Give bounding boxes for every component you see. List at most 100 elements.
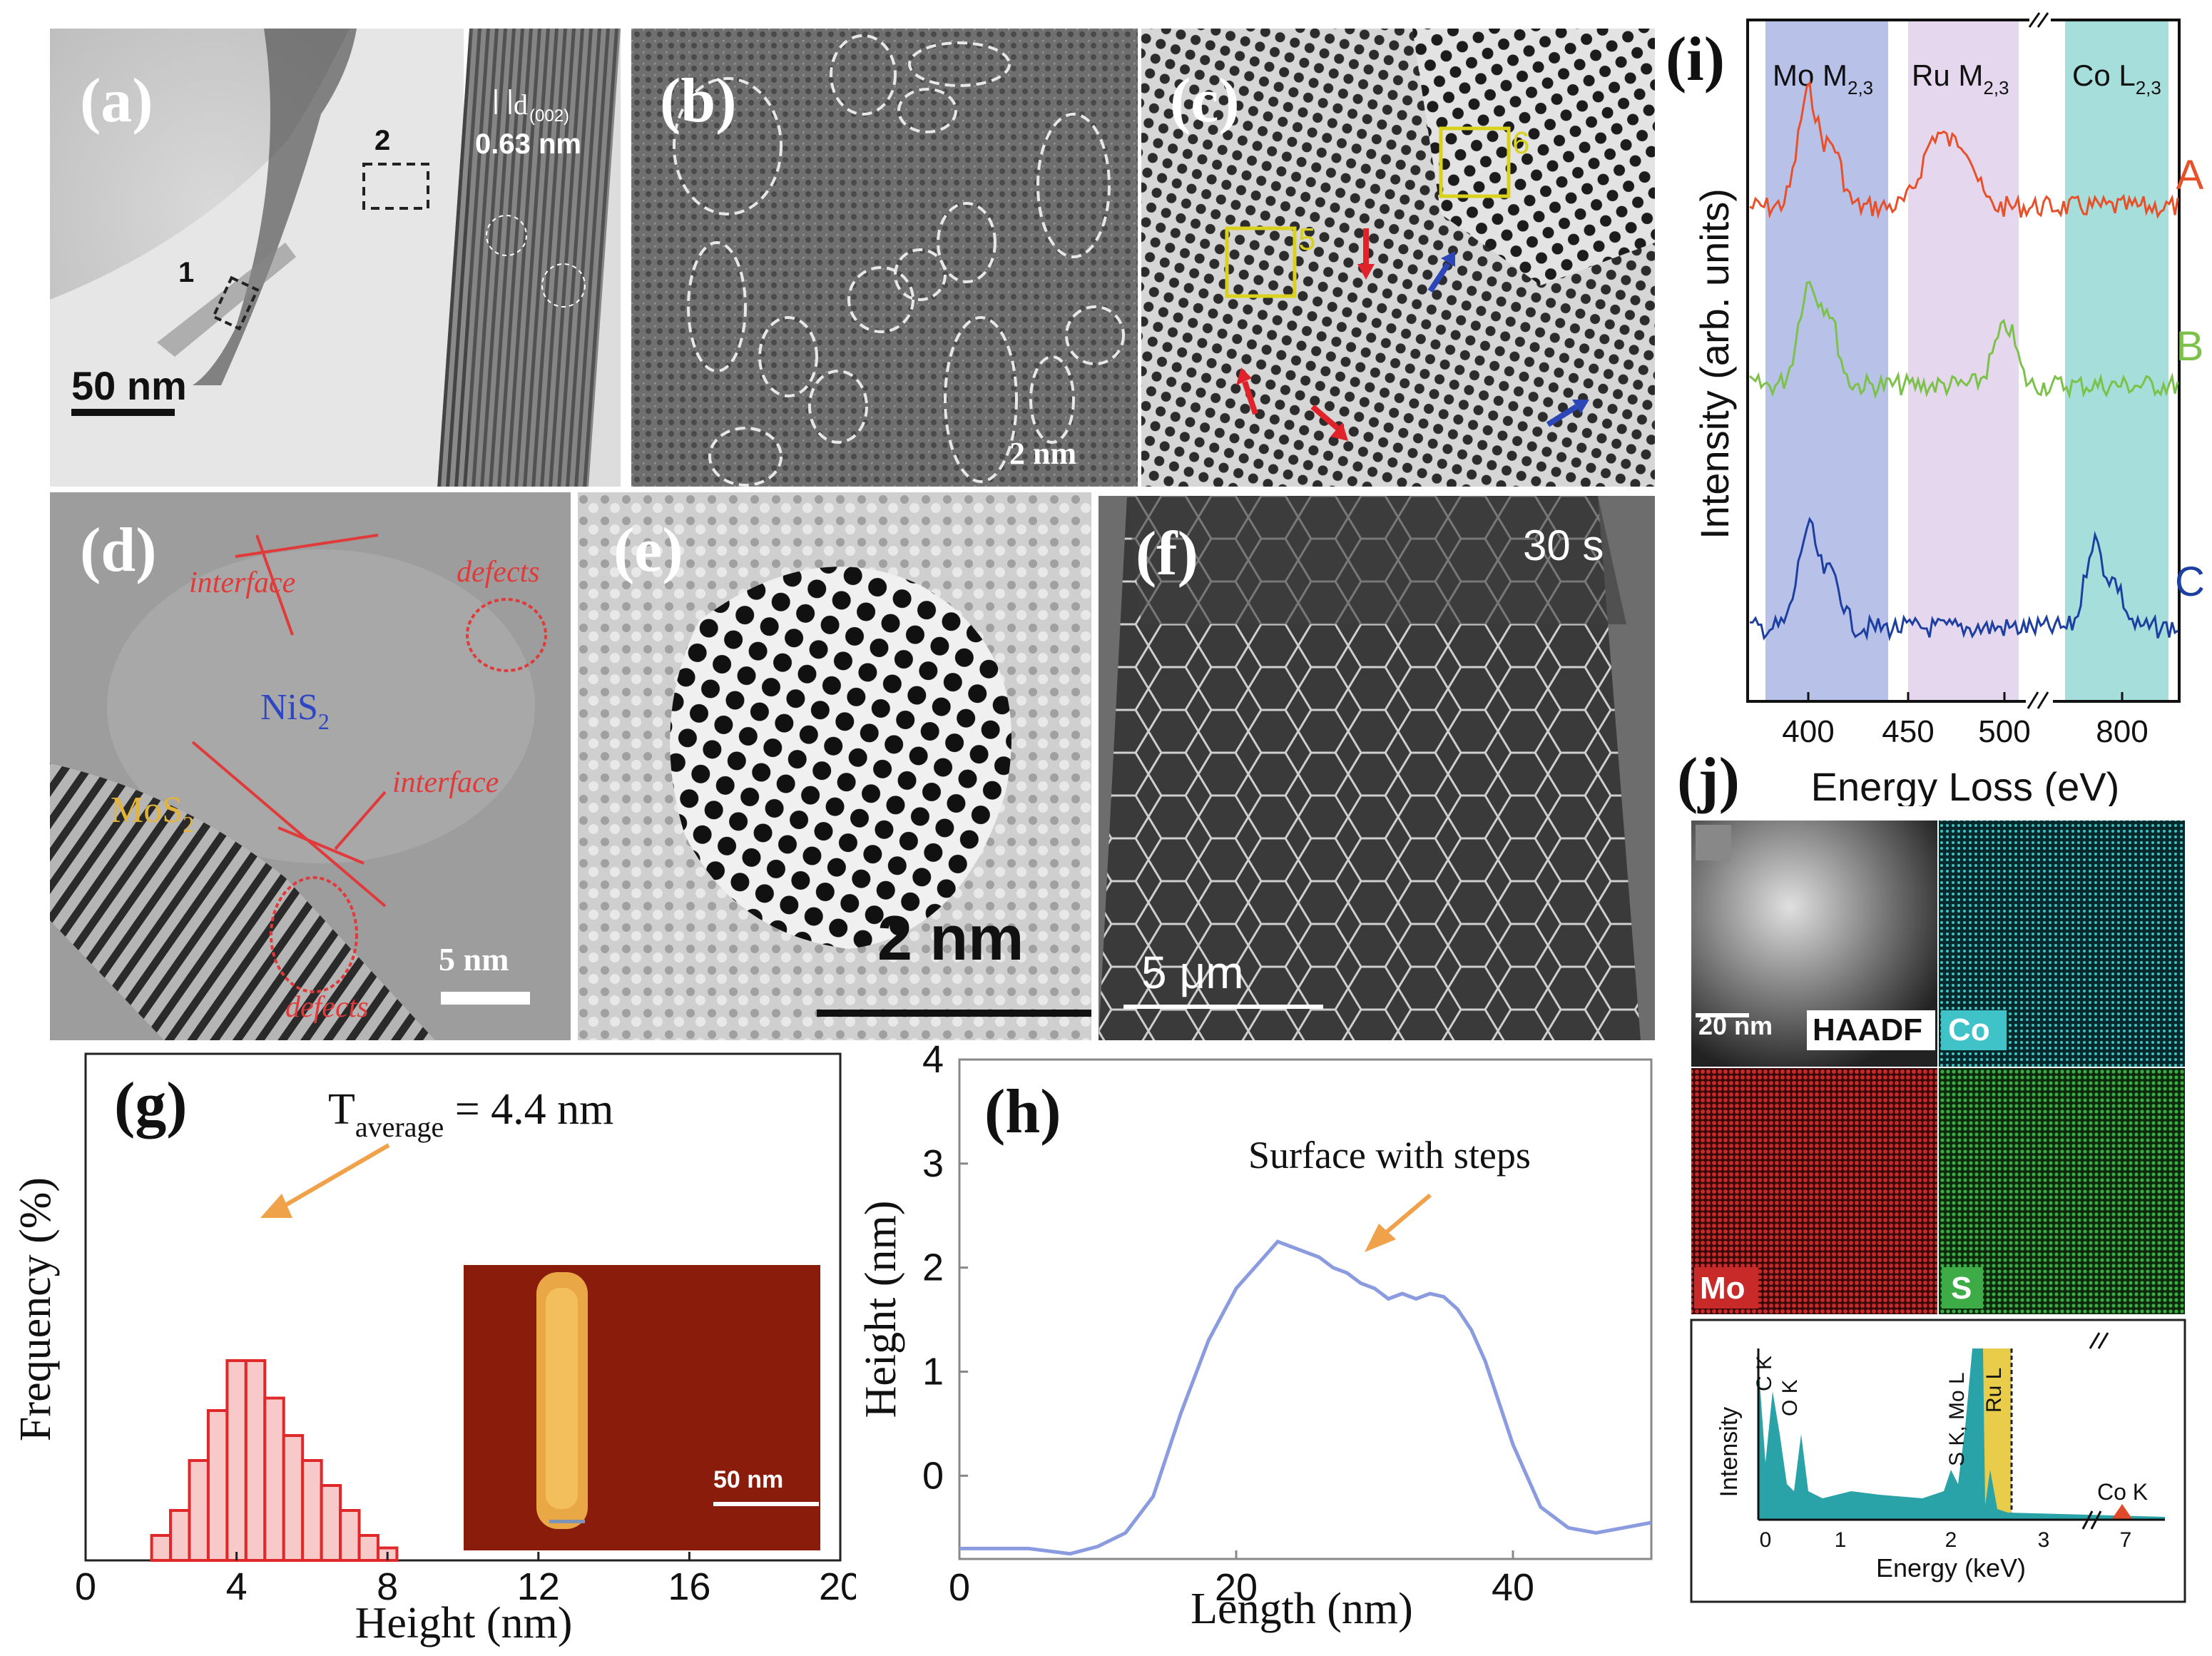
panel-a: 2 1 50 nm d (002) 0.63 nm (a): [50, 29, 621, 487]
interface-label-mid: interface: [392, 766, 499, 799]
histogram-chart: 0 4 8 12 16 20 50 nm Taverage = 4.4 nm Height…: [11, 1052, 856, 1647]
histogram-bar: [225, 1359, 248, 1562]
ru-l-peak-label: Ru L: [1982, 1368, 2006, 1413]
scale-bar: [1123, 1005, 1323, 1009]
scale-label: 50 nm: [71, 363, 187, 408]
x-axis-label: Height (nm): [355, 1599, 573, 1647]
histogram-bar: [206, 1409, 229, 1562]
panel-f-image: 30 s 5 μm: [1099, 496, 1655, 1040]
panel-f: 30 s 5 μm (f): [1099, 496, 1655, 1040]
edx-tick-1: 1: [1835, 1528, 1847, 1552]
x-tick-label: 12: [517, 1565, 560, 1608]
scale-bar: [817, 1010, 1091, 1017]
panel-b-image: 2 nm: [631, 29, 1138, 487]
x-tick-label: 0: [75, 1565, 96, 1608]
mean-arrow: [260, 1143, 390, 1218]
x-axis-label: Length (nm): [1191, 1585, 1413, 1633]
steps-annotation: Surface with steps: [1248, 1134, 1531, 1177]
ru-band: [1908, 20, 2019, 701]
x-tick-label: 16: [668, 1565, 710, 1608]
panel-label-i: (i): [1666, 25, 1726, 94]
scale-bar: [71, 409, 175, 416]
mos2-label: MoS2: [111, 790, 194, 837]
trace-label-b: B: [2176, 323, 2204, 370]
scale-label: 2 nm: [877, 903, 1024, 973]
mean-annotation: Taverage = 4.4 nm: [328, 1085, 613, 1143]
interface-label-top: interface: [189, 567, 295, 599]
box-5-label: 5: [1298, 222, 1315, 257]
y-tick-label: 4: [922, 1045, 944, 1081]
edx-tick-0: 0: [1760, 1528, 1772, 1552]
histogram-bar: [282, 1434, 305, 1562]
s-tag: S: [1951, 1271, 1972, 1306]
x-tick-label: 4: [226, 1565, 248, 1608]
panel-d-image: interface interface defects defects NiS2…: [50, 492, 571, 1040]
panel-h: 0 1 2 3 4 0 20 40 Surface with steps Length (n…: [860, 1045, 1666, 1656]
scale-label: 5 nm: [439, 941, 509, 977]
edx-tick-4: 7: [2120, 1528, 2132, 1552]
scale-label: 5 μm: [1141, 947, 1244, 998]
plot-frame: [1746, 19, 2181, 703]
eds-maps: 20 nm HAADF Co Mo S Intensity C K O K S …: [1690, 821, 2186, 1603]
trace-label-c: C: [2175, 559, 2205, 605]
histogram-bar: [357, 1534, 379, 1562]
edx-tick-2: 2: [1945, 1528, 1957, 1552]
x-tick-label: 500: [1978, 714, 2030, 749]
histogram-bar: [188, 1459, 210, 1562]
histogram-bar: [339, 1509, 361, 1562]
edx-y-label: Intensity: [1716, 1407, 1743, 1498]
region-2-label: 2: [374, 125, 390, 156]
mo-tag: Mo: [1700, 1271, 1745, 1306]
edx-spectrum: [1758, 1348, 2165, 1520]
inset-scale-bar: [713, 1502, 819, 1506]
panel-label-e: (e): [613, 516, 683, 585]
x-tick-label: 400: [1782, 714, 1834, 749]
panel-j: (j) 20 nm HAADF Co Mo S Intensity C: [1666, 749, 2212, 1656]
panel-label-f: (f): [1136, 519, 1198, 589]
x-tick-label: 450: [1882, 714, 1934, 749]
x-tick-label: 20: [1215, 1566, 1258, 1609]
histogram-bar: [263, 1396, 285, 1562]
panel-label-c: (c): [1170, 66, 1240, 136]
y-tick-label: 3: [922, 1142, 944, 1185]
scale-label: 20 nm: [1698, 1011, 1773, 1040]
s-k-mo-l-peak-label: S K, Mo L: [1945, 1372, 1969, 1466]
d-spacing-symbol: d: [514, 88, 528, 121]
y-tick-label: 1: [922, 1351, 944, 1393]
co-band-label: Co L2,3: [2072, 59, 2161, 98]
panel-label-h: (h): [984, 1077, 1061, 1147]
steps-arrow: [1365, 1193, 1432, 1252]
histogram-bar: [301, 1459, 323, 1562]
panel-b: 2 nm (b): [631, 29, 1138, 487]
panel-a-image: 2 1 50 nm d (002) 0.63 nm: [50, 29, 621, 487]
panel-g: 0 4 8 12 16 20 50 nm Taverage = 4.4 nm Height…: [0, 1045, 856, 1656]
panel-e-image: 2 nm: [578, 492, 1091, 1040]
y-axis-label: Intensity (arb. units): [1692, 188, 1737, 539]
ru-band-label: Ru M2,3: [1912, 59, 2009, 98]
afm-inset: 50 nm: [464, 1265, 820, 1550]
height-profile-chart: 0 1 2 3 4 0 20 40 Surface with steps Length (n…: [860, 1045, 1653, 1633]
eels-spectra-chart: Mo M2,3 Ru M2,3 Co L2,3 A B C 400 450 500 8…: [1692, 11, 2205, 806]
y-axis-label: Height (nm): [860, 1201, 905, 1418]
nis2-label: NiS2: [260, 687, 330, 734]
panel-c-image: 5 6: [1141, 29, 1655, 487]
defect-label-top: defects: [457, 556, 540, 589]
panel-d: interface interface defects defects NiS2…: [50, 492, 571, 1040]
panel-label-j: (j): [1677, 749, 1740, 815]
histogram-bar: [320, 1484, 342, 1562]
trace-label-a: A: [2176, 152, 2204, 198]
region-1-label: 1: [178, 257, 194, 288]
box-6-label: 6: [1512, 126, 1529, 161]
trace-b: [1749, 280, 2179, 400]
x-tick-label: 8: [377, 1565, 398, 1608]
panel-label-d: (d): [80, 516, 157, 585]
x-tick-label: 40: [1492, 1566, 1534, 1609]
x-tick-label: 800: [2096, 714, 2148, 749]
o-k-peak-label: O K: [1778, 1379, 1802, 1416]
edx-x-label: Energy (keV): [1876, 1553, 2026, 1583]
panel-i: Mo M2,3 Ru M2,3 Co L2,3 A B C 400 450 500 8…: [1666, 0, 2212, 806]
histogram-bar: [150, 1534, 173, 1562]
trace-a: [1749, 80, 2179, 220]
defect-label-bottom: defects: [285, 991, 369, 1024]
y-axis-label: Frequency (%): [11, 1177, 60, 1441]
